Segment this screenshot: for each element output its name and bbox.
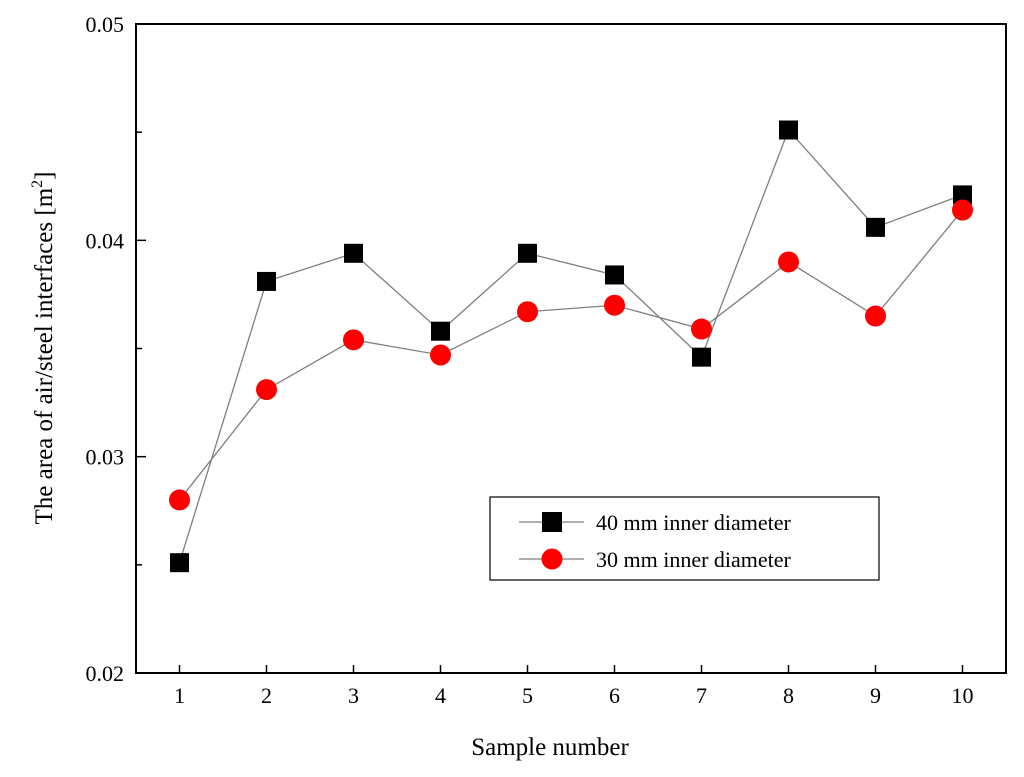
y-axis-title-superscript: 2 — [29, 180, 46, 188]
series-1-point — [605, 265, 624, 285]
series-2-point — [169, 489, 190, 511]
y-axis-title-text: The area of air/steel interfaces [m — [31, 187, 58, 524]
legend-marker-30mm — [541, 548, 563, 570]
series-1-point — [779, 120, 798, 140]
series-1-point — [692, 347, 711, 367]
series-2-point — [865, 305, 886, 327]
series-2-point — [256, 379, 277, 401]
y-tick-label: 0.05 — [86, 12, 125, 37]
x-tick-label: 3 — [348, 683, 359, 708]
y-axis-title: The area of air/steel interfaces [m2] — [29, 172, 58, 525]
x-tick-label: 6 — [609, 683, 620, 708]
series-2-point — [517, 301, 538, 323]
y-axis-title-close: ] — [31, 172, 58, 180]
series-line-1 — [178, 128, 963, 563]
series-1-point — [431, 321, 450, 341]
x-tick-label: 9 — [870, 683, 881, 708]
series-1-point — [170, 553, 189, 573]
legend-label-30mm: 30 mm inner diameter — [596, 547, 792, 572]
series-2-point — [604, 294, 625, 316]
legend: 40 mm inner diameter 30 mm inner diamete… — [489, 496, 880, 581]
x-axis-title: Sample number — [471, 734, 629, 761]
y-tick-label: 0.03 — [86, 445, 125, 470]
series-1-point — [344, 243, 363, 263]
x-tick-label: 10 — [952, 683, 974, 708]
series-2-point — [430, 344, 451, 366]
legend-marker-40mm — [542, 512, 562, 532]
series-1-point — [866, 217, 885, 237]
series-markers — [169, 120, 973, 573]
y-tick-label: 0.04 — [86, 228, 125, 253]
x-tick-label: 7 — [696, 683, 707, 708]
series-line-2 — [178, 209, 964, 501]
series-2-point — [691, 318, 712, 340]
axis-ticks: 1 2 3 4 5 6 7 8 9 10 0.02 0.03 0.04 0.05 — [86, 12, 974, 708]
legend-label-40mm: 40 mm inner diameter — [596, 510, 792, 535]
x-tick-label: 1 — [174, 683, 185, 708]
x-tick-label: 4 — [435, 683, 446, 708]
series-1-point — [518, 243, 537, 263]
x-tick-label: 2 — [261, 683, 272, 708]
series-1-point — [257, 271, 276, 291]
x-tick-label: 5 — [522, 683, 533, 708]
series-lines — [178, 128, 964, 563]
y-tick-label: 0.02 — [86, 661, 125, 686]
series-2-point — [778, 251, 799, 273]
series-2-point — [952, 199, 973, 221]
series-1-point — [953, 185, 972, 205]
x-tick-label: 8 — [783, 683, 794, 708]
series-2-point — [343, 329, 364, 351]
